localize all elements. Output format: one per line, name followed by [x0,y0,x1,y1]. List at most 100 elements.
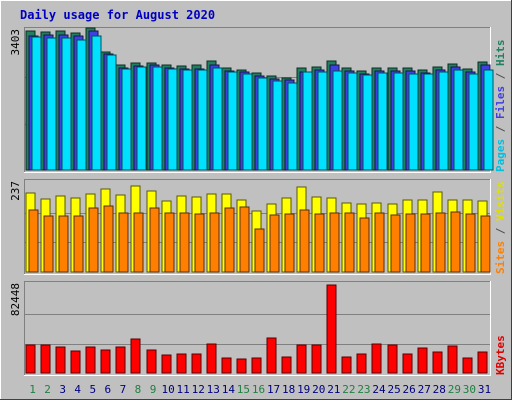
x-axis-labels: 1 2 3 4 5 6 7 8 9 10 11 12 13 14 15 16 17 18 19 20 21 22 23 24 2… [29,383,491,396]
bar-sites [254,228,265,273]
bar-sites [374,212,385,273]
bar-sites [344,212,355,273]
bar-kbytes [191,353,202,374]
bar-pages [167,68,178,171]
x-tick-label: 5 [89,383,96,396]
bar-pages [347,72,358,171]
x-tick-label: 3 [59,383,66,396]
bar-pages [197,69,208,171]
bar-kbytes [341,356,352,374]
bar-pages [317,71,328,171]
x-tick-label: 4 [74,383,81,396]
x-tick-label: 21 [327,383,340,396]
bar-pages [377,72,388,171]
x-tick-label: 18 [282,383,295,396]
bar-pages [46,37,57,171]
series-kbytes [25,284,488,374]
chart-panels: 3403 Pages / Files / Hits 237 Sites / Visit… [9,27,507,376]
bar-sites [359,217,370,273]
bar-pages [438,71,449,171]
series-pages [31,35,494,171]
y-axis-max-label: 237 [9,181,22,201]
bar-kbytes [161,354,172,374]
bar-kbytes [402,353,413,374]
legend-entry: Pages [494,139,507,172]
bar-sites [314,213,325,273]
x-tick-label: 26 [403,383,416,396]
bar-pages [227,71,238,171]
bar-kbytes [236,358,247,374]
bar-kbytes [55,346,66,374]
x-tick-label: 10 [161,383,174,396]
panel-sites-visits: 237 Sites / Visits [9,179,507,275]
x-tick-label: 13 [207,383,220,396]
bar-kbytes [25,344,36,374]
bar-kbytes [206,343,217,374]
bar-pages [302,71,313,171]
bar-pages [468,73,479,171]
x-tick-label: 17 [267,383,280,396]
bar-sites [58,215,69,273]
bar-sites [435,212,446,273]
bar-kbytes [447,345,458,374]
bar-pages [182,69,193,171]
bar-pages [287,82,298,171]
x-tick-label: 25 [387,383,400,396]
y-axis-max-label: 82448 [9,283,22,316]
bar-pages [483,69,494,171]
bar-kbytes [462,357,473,374]
bar-kbytes [417,347,428,374]
bar-sites [28,209,39,273]
bar-sites [284,213,295,273]
bar-pages [272,80,283,171]
legend-entry: Hits [494,40,507,67]
x-tick-label: 16 [252,383,265,396]
x-tick-label: 28 [433,383,446,396]
x-tick-label: 6 [105,383,112,396]
bar-kbytes [477,351,488,374]
bar-kbytes [100,349,111,374]
bar-kbytes [281,356,292,374]
bar-kbytes [176,353,187,374]
bar-pages [408,73,419,171]
bar-sites [149,207,160,273]
x-tick-label: 7 [120,383,127,396]
bar-sites [465,213,476,273]
bar-sites [164,212,175,273]
bar-kbytes [387,344,398,374]
legend-label: Sites / Visits [494,181,507,274]
bar-sites [179,212,190,273]
x-tick-label: 27 [418,383,431,396]
y-axis-max-label: 3403 [9,29,22,56]
x-tick-label: 11 [177,383,190,396]
bar-sites [420,213,431,273]
series-sites [28,205,491,273]
bar-pages [76,39,87,171]
bar-sites [194,213,205,273]
x-tick-label: 14 [222,383,236,396]
x-tick-label: 29 [448,383,461,396]
x-tick-label: 31 [478,383,491,396]
legend-entry: / [494,221,507,241]
bar-pages [91,35,102,171]
legend-label: KBytes [494,335,507,375]
bar-sites [88,207,99,273]
bar-pages [332,70,343,171]
legend-entry: Files [494,86,507,119]
bar-kbytes [266,337,277,374]
x-tick-label: 15 [237,383,250,396]
x-tick-label: 22 [342,383,355,396]
x-tick-label: 9 [150,383,157,396]
bar-sites [224,207,235,273]
bar-sites [480,215,491,273]
bar-sites [269,214,280,273]
bar-kbytes [115,346,126,374]
bar-sites [299,209,310,273]
x-tick-label: 8 [135,383,142,396]
bar-kbytes [432,351,443,374]
bar-sites [329,212,340,273]
bar-kbytes [326,284,337,374]
legend-entry: Sites [494,241,507,274]
x-tick-label: 12 [192,383,205,396]
